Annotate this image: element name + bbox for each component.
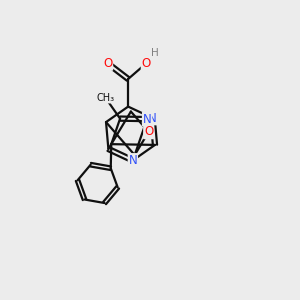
Text: N: N: [128, 154, 137, 167]
Text: H: H: [151, 48, 158, 58]
Text: CH₃: CH₃: [96, 93, 115, 103]
Text: N: N: [143, 112, 152, 126]
Text: O: O: [103, 57, 112, 70]
Text: O: O: [142, 57, 151, 70]
Text: N: N: [148, 112, 157, 124]
Text: O: O: [144, 125, 153, 138]
